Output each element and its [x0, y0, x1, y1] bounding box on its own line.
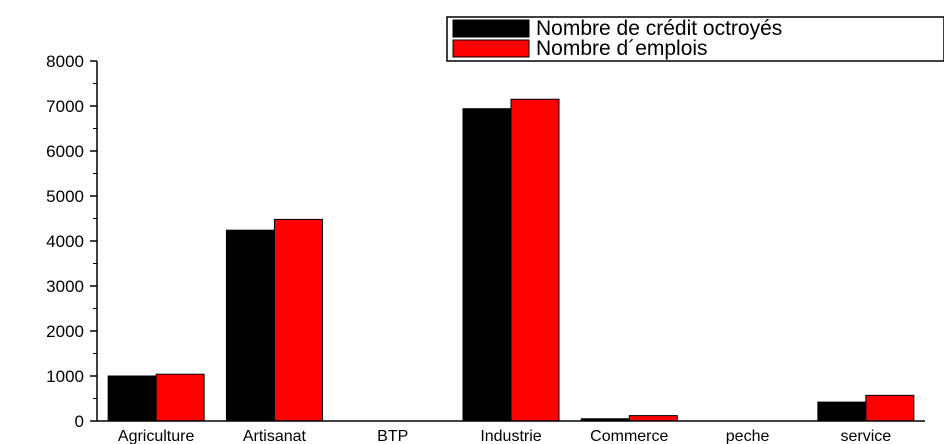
axes-group: Agriculture Artisanat BTP Industrie Commerce…: [46, 52, 925, 444]
y-tick-label: 4000: [46, 232, 84, 251]
legend-box: [446, 16, 944, 62]
bar-credits-artisanat: [225, 229, 275, 422]
y-tick-label: 5000: [46, 187, 84, 206]
legend-label: Nombre d´emplois: [536, 37, 708, 60]
bar-emplois-industrie: [510, 98, 560, 422]
bar-emplois-commerce: [628, 415, 678, 422]
x-tick-label: service: [841, 428, 892, 444]
x-tick-label: BTP: [377, 428, 408, 444]
y-tick-label: 3000: [46, 277, 84, 296]
bar-credits-industrie: [462, 108, 512, 422]
y-tick-label: 8000: [46, 52, 84, 71]
y-tick-label: 1000: [46, 367, 84, 386]
legend-swatch: [452, 39, 530, 58]
bar-credits-service: [817, 401, 867, 422]
legend-swatch: [452, 19, 530, 38]
y-tick-label: 6000: [46, 142, 84, 161]
y-tick-label: 7000: [46, 97, 84, 116]
x-tick-label: peche: [726, 428, 770, 444]
bar-credits-agriculture: [107, 375, 157, 422]
bars-group: [107, 98, 915, 422]
x-tick-label: Agriculture: [118, 428, 195, 444]
y-tick-label: 2000: [46, 322, 84, 341]
y-tick-label: 0: [75, 412, 84, 431]
bar-emplois-artisanat: [273, 218, 323, 422]
bar-emplois-agriculture: [155, 373, 205, 422]
x-tick-label: Industrie: [480, 428, 541, 444]
bar-emplois-service: [865, 394, 915, 422]
x-tick-label: Artisanat: [243, 428, 307, 444]
x-tick-label: Commerce: [590, 428, 668, 444]
legend-label: Nombre de crédit octroyés: [536, 17, 782, 40]
